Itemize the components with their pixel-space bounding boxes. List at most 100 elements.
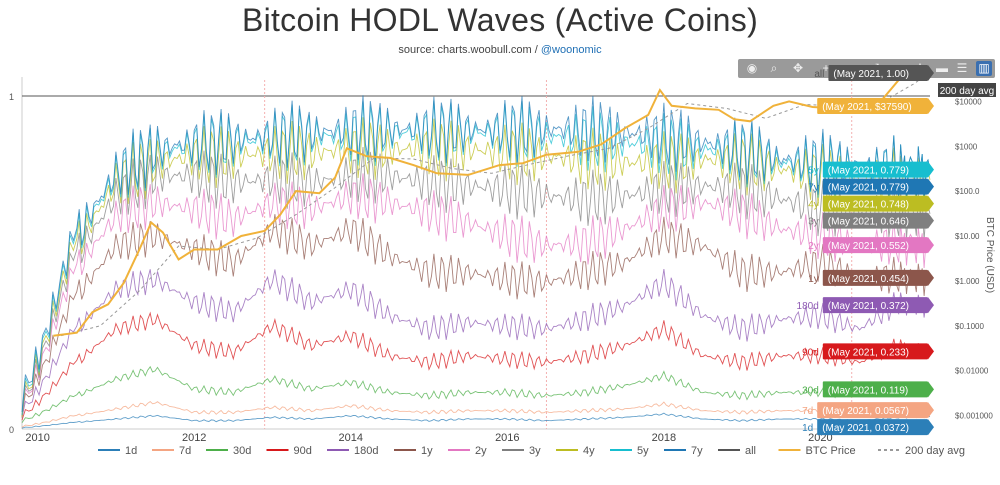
hover-label-2y: (May 2021, 0.552) [828, 241, 909, 252]
avg-label: 200 day avg [940, 86, 995, 97]
legend-item-4y[interactable]: 4y [583, 445, 595, 457]
hover-label-pointer-5y [928, 161, 934, 178]
hover-label-pointer-1y [928, 269, 934, 286]
hover-label-5y: (May 2021, 0.779) [828, 166, 909, 177]
series-name-label-90d: 90d [802, 347, 819, 358]
chart-title: Bitcoin HODL Waves (Active Coins) [241, 2, 759, 38]
series-name-label-3y: 3y [808, 217, 819, 228]
x-tick-label: 2016 [495, 432, 519, 444]
hover-label-box-2y [822, 237, 928, 254]
legend-item-3y[interactable]: 3y [529, 445, 541, 457]
series-line-7y[interactable] [21, 95, 931, 413]
hover-label-box-30d [822, 381, 928, 398]
legend-item-all[interactable]: all [745, 445, 756, 457]
hover-label-btc-price: (May 2021, $37590) [822, 102, 912, 113]
series-name-label-2y: 2y [808, 241, 819, 252]
hover-label-box-4y [822, 195, 928, 212]
hover-label-box-7d [817, 402, 928, 419]
source-prefix: source: charts.woobull.com / [398, 44, 541, 56]
legend-item-1d[interactable]: 1d [125, 445, 137, 457]
series-line-7d[interactable] [21, 401, 931, 428]
hover-label-180d: (May 2021, 0.372) [828, 301, 909, 312]
series-name-label-all: all [814, 69, 824, 80]
legend-item-5y[interactable]: 5y [637, 445, 649, 457]
hover-label-30d: (May 2021, 0.119) [828, 385, 908, 396]
hover-label-box-btc-price [817, 98, 928, 114]
series-name-label-7d: 7d [802, 406, 813, 417]
series-line-90d[interactable] [21, 311, 931, 421]
series-name-label-180d: 180d [797, 301, 819, 312]
hover-label-pointer-3y [928, 212, 934, 229]
camera-icon[interactable]: ◉ [746, 61, 758, 75]
legend-item-1y[interactable]: 1y [421, 445, 433, 457]
hover-label-pointer-4y [928, 195, 934, 212]
hover-compare-icon[interactable]: ☰ [956, 61, 968, 75]
legend-item-200-day-avg[interactable]: 200 day avg [905, 445, 965, 457]
hover-label-box-180d [822, 297, 928, 314]
hover-label-box-all [828, 65, 928, 81]
hover-label-4y: (May 2021, 0.748) [828, 200, 909, 211]
hover-label-pointer-30d [928, 381, 934, 398]
legend-item-30d[interactable]: 30d [233, 445, 251, 457]
legend-item-7y[interactable]: 7y [691, 445, 703, 457]
y-right-axis-title: BTC Price (USD) [984, 217, 995, 293]
y-right-tick-label: $10.00 [955, 232, 980, 241]
hover-label-pointer-180d [928, 297, 934, 314]
y-right-tick-label: $100.0 [955, 187, 980, 196]
hover-label-pointer-2y [928, 237, 934, 254]
series-line-4y[interactable] [21, 117, 931, 418]
pan-icon[interactable]: ✥ [792, 61, 804, 75]
series-name-label-5y: 5y [808, 166, 819, 177]
y-right-tick-label: $0.01000 [955, 367, 989, 376]
hover-label-7y: (May 2021, 0.779) [828, 183, 909, 194]
hover-label-all: (May 2021, 1.00) [833, 69, 909, 80]
series-line-30d[interactable] [21, 365, 931, 424]
hover-label-box-7y [822, 178, 928, 195]
zoom-in-icon[interactable]: + [822, 61, 830, 75]
hover-label-box-1d [817, 419, 928, 436]
zoom-icon[interactable]: ⌕ [770, 61, 778, 75]
y-right-tick-label: $0.1000 [955, 322, 984, 331]
series-line-btc-price[interactable] [53, 66, 931, 337]
legend-item-7d[interactable]: 7d [179, 445, 191, 457]
hover-label-7d: (May 2021, 0.0567) [822, 406, 909, 417]
y-right-tick-label: $0.001000 [955, 411, 993, 420]
hover-label-box-3y [822, 212, 928, 229]
x-tick-label: 2010 [25, 432, 49, 444]
legend-item-btc-price[interactable]: BTC Price [806, 445, 856, 457]
y-right-tick-label: $1.000 [955, 277, 980, 286]
series-name-label-4y: 4y [808, 200, 819, 211]
hover-label-box-1y [822, 269, 928, 286]
hover-label-pointer-1d [928, 419, 934, 436]
series-name-label-7y: 7y [808, 183, 819, 194]
hover-label-3y: (May 2021, 0.646) [828, 217, 909, 228]
hover-label-pointer-7d [928, 402, 934, 419]
series-line-180d[interactable] [21, 269, 931, 418]
legend-item-180d[interactable]: 180d [354, 445, 378, 457]
series-line-1y[interactable] [21, 214, 931, 417]
source-handle-link[interactable]: @woonomic [540, 44, 602, 56]
avg-label-box [938, 83, 996, 97]
hover-label-1y: (May 2021, 0.454) [828, 274, 909, 285]
hover-label-box-5y [822, 161, 928, 178]
hover-label-pointer-90d [928, 343, 934, 360]
bar-chart-icon[interactable]: ▥ [976, 61, 992, 76]
hover-label-pointer-btc-price [928, 98, 934, 114]
x-tick-label: 2014 [339, 432, 363, 444]
legend-item-2y[interactable]: 2y [475, 445, 487, 457]
series-line-3y[interactable] [21, 146, 931, 418]
hover-label-1d: (May 2021, 0.0372) [822, 423, 909, 434]
series-line-5y[interactable] [21, 100, 931, 416]
x-tick-label: 2018 [652, 432, 676, 444]
hover-label-box-90d [822, 343, 928, 360]
legend-item-90d[interactable]: 90d [294, 445, 312, 457]
series-line-2y[interactable] [21, 173, 931, 418]
y-right-tick-label: $1000 [955, 142, 978, 151]
y-left-tick-label: 1 [9, 92, 14, 102]
hover-closest-icon[interactable]: ▬ [936, 61, 948, 75]
series-line-1d[interactable] [21, 412, 931, 429]
hover-label-90d: (May 2021, 0.233) [828, 347, 909, 358]
x-tick-label: 2012 [182, 432, 206, 444]
series-name-label-1d: 1d [802, 423, 813, 434]
